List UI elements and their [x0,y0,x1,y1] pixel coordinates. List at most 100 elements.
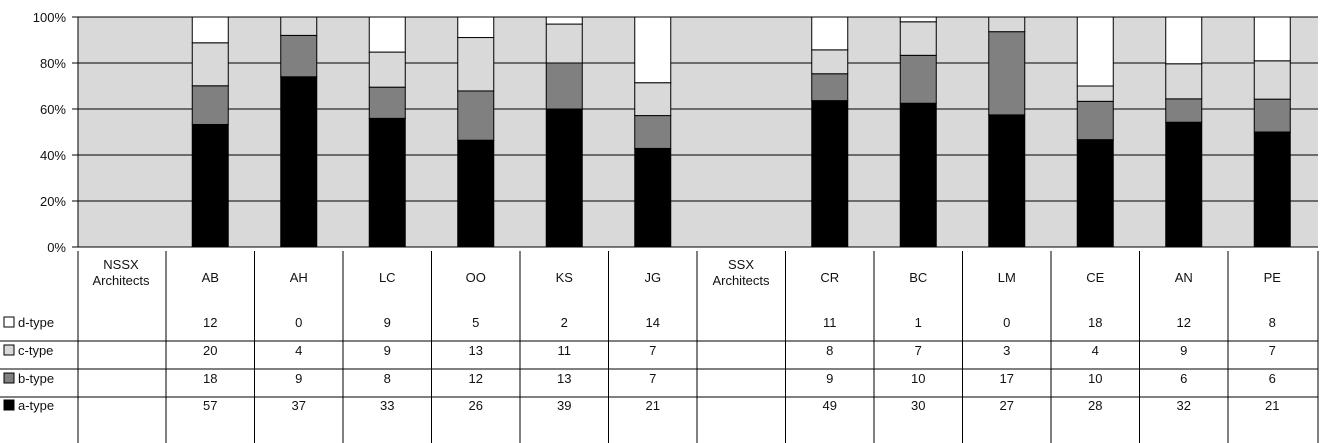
data-label-oo-a-type: 26 [469,398,483,413]
data-label-an-a-type: 32 [1177,398,1191,413]
bar-segment-ab-b-type [191,85,229,125]
data-label-pe-a-type: 21 [1265,398,1279,413]
group-label-nssx: NSSX [103,257,139,272]
data-label-lm-a-type: 27 [1000,398,1014,413]
legend-swatch-d-type [3,316,15,328]
group-label-ssx-architects: Architects [712,273,770,288]
data-label-lm-c-type: 3 [1003,343,1010,358]
data-label-oo-c-type: 13 [469,343,483,358]
legend-label-c-type: c-type [18,343,53,358]
category-label-oo: OO [466,270,486,285]
bar-segment-pe-c-type [1253,60,1291,100]
data-label-jg-a-type: 21 [646,398,660,413]
category-label-lm: LM [998,270,1016,285]
data-label-an-c-type: 9 [1180,343,1187,358]
data-label-ce-c-type: 4 [1092,343,1099,358]
bar-segment-pe-b-type [1253,98,1291,133]
data-label-ks-c-type: 11 [558,343,572,358]
y-tick-label: 60% [40,102,66,117]
data-label-lm-b-type: 17 [1000,371,1014,386]
legend-swatch-c-type [3,344,15,356]
legend-swatch-b-type [3,372,15,384]
bar-segment-cr-b-type [811,73,849,102]
bar-segment-ks-c-type [545,23,583,64]
y-tick-label: 20% [40,194,66,209]
bar-segment-lm-a-type [988,114,1026,248]
data-label-ah-d-type: 0 [295,315,302,330]
bar-segment-oo-a-type [457,139,495,248]
bar-segment-ce-a-type [1076,139,1114,248]
bar-segment-oo-d-type [457,16,495,39]
data-label-ks-d-type: 2 [561,315,568,330]
data-label-ce-b-type: 10 [1088,371,1102,386]
data-label-pe-d-type: 8 [1269,315,1276,330]
bar-segment-jg-b-type [634,115,672,149]
data-label-oo-b-type: 12 [469,371,483,386]
data-label-ab-b-type: 18 [203,371,217,386]
data-label-jg-d-type: 14 [646,315,660,330]
data-label-cr-a-type: 49 [823,398,837,413]
data-label-an-b-type: 6 [1180,371,1187,386]
data-label-ab-c-type: 20 [203,343,217,358]
bar-segment-an-b-type [1165,98,1203,123]
data-label-bc-a-type: 30 [911,398,925,413]
bar-segment-ce-c-type [1076,85,1114,102]
bar-segment-lc-a-type [368,117,406,248]
bar-segment-ce-d-type [1076,16,1114,87]
legend-label-d-type: d-type [18,315,54,330]
data-label-ah-b-type: 9 [295,371,302,386]
bar-segment-ks-a-type [545,108,583,248]
group-label-ssx: SSX [728,257,754,272]
bar-segment-oo-b-type [457,90,495,141]
legend-label-a-type: a-type [18,398,54,413]
category-label-bc: BC [909,270,927,285]
category-label-ab: AB [202,270,219,285]
data-label-cr-d-type: 11 [823,315,837,330]
data-label-cr-c-type: 8 [826,343,833,358]
bar-segment-ah-c-type [280,16,318,36]
data-label-ah-c-type: 4 [295,343,302,358]
bar-segment-jg-a-type [634,147,672,248]
bar-segment-oo-c-type [457,37,495,92]
bar-segment-cr-c-type [811,49,849,75]
bar-segment-jg-d-type [634,16,672,84]
category-label-an: AN [1175,270,1193,285]
bar-segment-lc-b-type [368,86,406,119]
category-label-cr: CR [820,270,839,285]
bar-segment-lc-c-type [368,51,406,88]
bar-segment-ah-a-type [280,76,318,248]
bar-segment-ah-b-type [280,34,318,78]
data-label-ce-a-type: 28 [1088,398,1102,413]
category-label-pe: PE [1264,270,1282,285]
category-label-ah: AH [290,270,308,285]
data-label-ab-a-type: 57 [203,398,217,413]
category-label-jg: JG [644,270,661,285]
data-label-ab-d-type: 12 [203,315,217,330]
bar-segment-cr-a-type [811,100,849,248]
category-label-ce: CE [1086,270,1104,285]
bar-segment-pe-d-type [1253,16,1291,62]
data-label-pe-b-type: 6 [1269,371,1276,386]
bar-segment-ab-c-type [191,42,229,87]
legend-label-b-type: b-type [18,371,54,386]
data-label-lc-b-type: 8 [384,371,391,386]
legend-swatch-a-type [3,399,15,411]
data-label-bc-b-type: 10 [911,371,925,386]
plot-area [78,17,1318,247]
bar-segment-an-c-type [1165,63,1203,100]
data-label-oo-d-type: 5 [472,315,479,330]
bar-segment-an-a-type [1165,121,1203,248]
bar-segment-lm-b-type [988,31,1026,116]
y-tick-label: 100% [33,10,67,25]
data-table: NSSX Architects SSX Architects AB AH LC OO K… [0,251,1319,443]
bar-segment-ce-b-type [1076,100,1114,141]
bar-segment-bc-b-type [899,54,937,104]
y-tick-label: 0% [47,240,66,255]
bar-segment-lm-c-type [988,16,1026,33]
data-label-an-d-type: 12 [1177,315,1191,330]
bar-segment-ab-a-type [191,123,229,248]
data-label-ks-b-type: 13 [557,371,571,386]
data-label-ah-a-type: 37 [292,398,306,413]
bar-segment-lc-d-type [368,16,406,53]
